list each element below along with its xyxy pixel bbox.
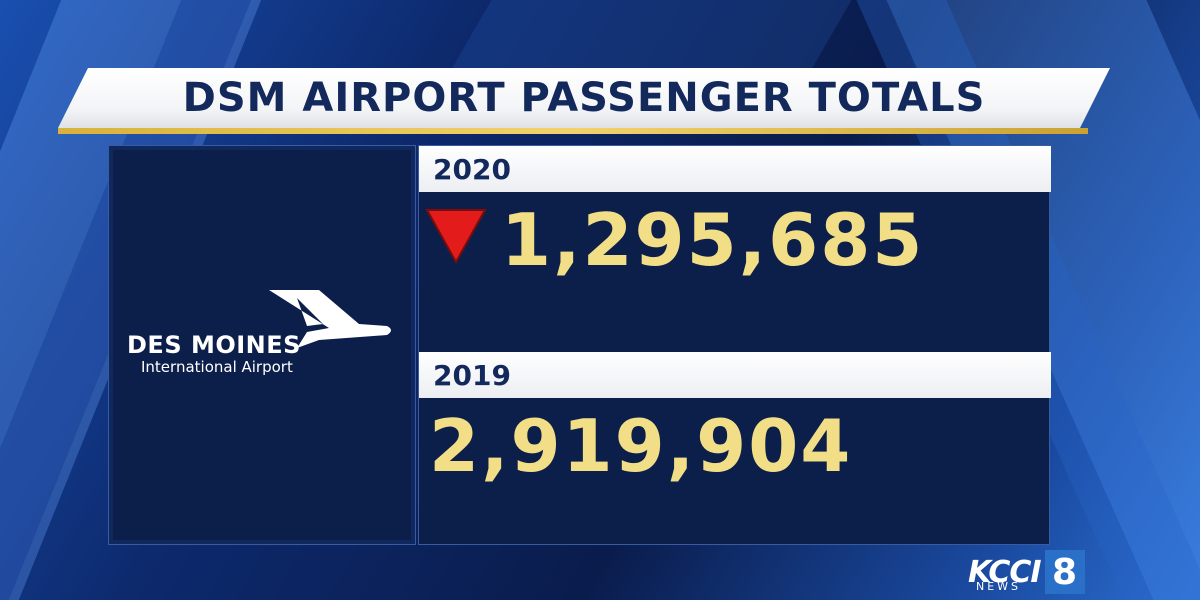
year-header-2020: 2020 [419,146,1051,192]
year-label: 2020 [433,152,511,186]
title-underline [58,128,1088,134]
page-title: DSM AIRPORT PASSENGER TOTALS [182,75,986,121]
logo-name: DES MOINES [127,331,301,359]
title-bar: DSM AIRPORT PASSENGER TOTALS [58,68,1110,128]
logo-subtitle: International Airport [141,358,293,376]
passenger-value-2020: 1,295,685 [501,198,925,282]
airport-logo-panel: DES MOINES International Airport [108,145,416,545]
passenger-value-2019: 2,919,904 [429,404,853,488]
network-letters: KCCI [968,554,1042,590]
network-logo: KCCI 8 NEWS [968,548,1092,596]
down-triangle-icon [425,209,487,264]
channel-badge: 8 [1044,550,1085,594]
passenger-data-panel: 2020 1,295,685 2019 2,919,904 [418,145,1051,545]
year-header-2019: 2019 [419,352,1051,398]
year-label: 2019 [433,358,511,392]
network-sub: NEWS [976,580,1022,593]
airplane-icon [269,290,391,348]
